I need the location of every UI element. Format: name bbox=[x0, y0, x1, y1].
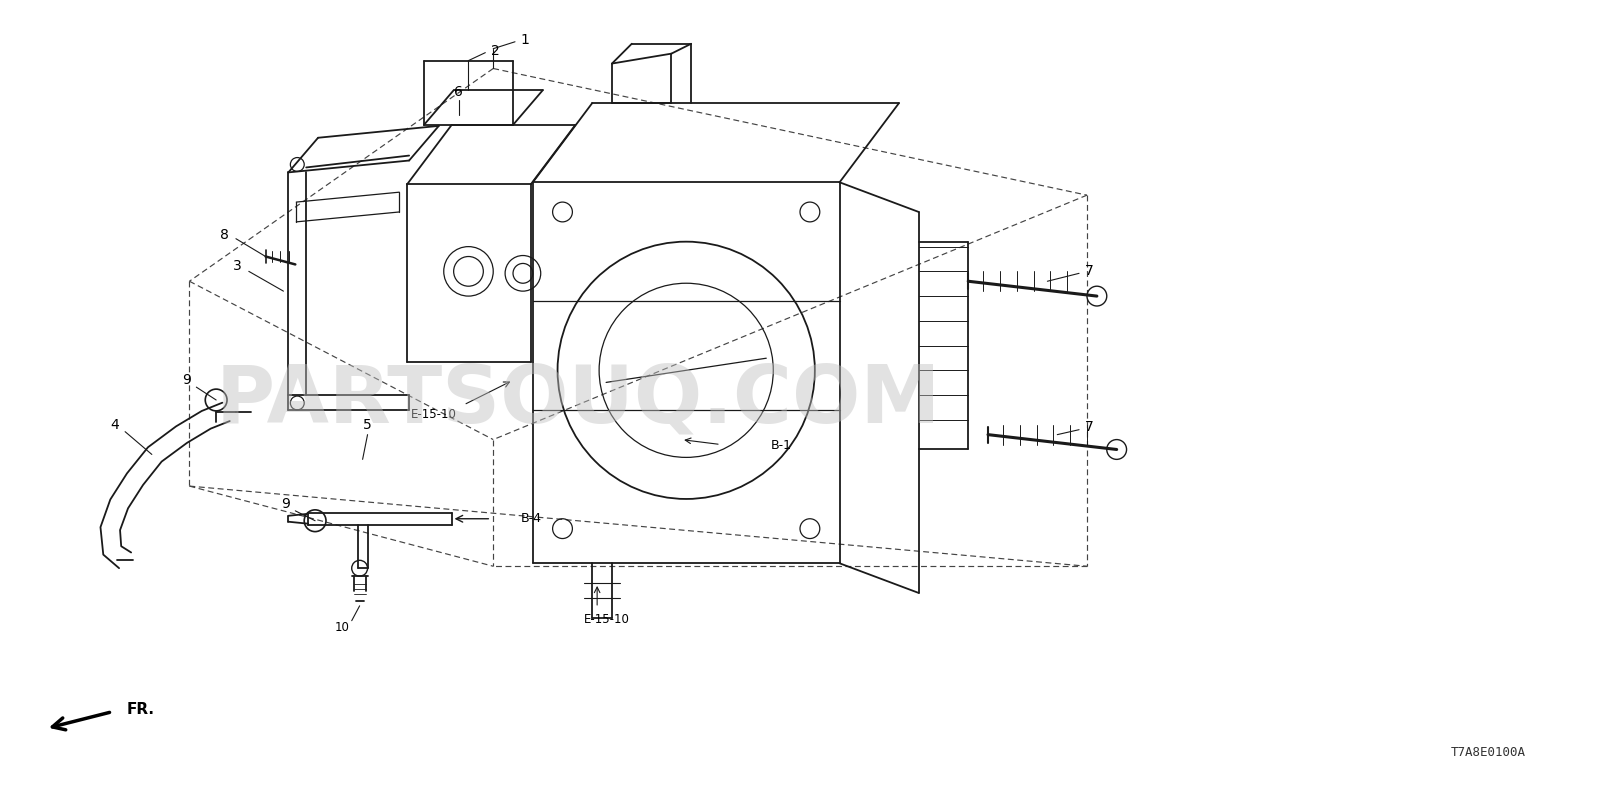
Text: 10: 10 bbox=[334, 621, 349, 634]
Text: E-15-10: E-15-10 bbox=[411, 408, 456, 422]
Text: 3: 3 bbox=[232, 259, 242, 274]
Text: 8: 8 bbox=[219, 228, 229, 242]
Text: 7: 7 bbox=[1085, 420, 1093, 434]
Text: B-4: B-4 bbox=[522, 512, 542, 526]
Text: 1: 1 bbox=[520, 33, 530, 46]
Text: B-1: B-1 bbox=[770, 439, 792, 452]
Text: PARTSOUQ.COM: PARTSOUQ.COM bbox=[216, 361, 941, 439]
Text: 4: 4 bbox=[110, 418, 118, 432]
Text: 2: 2 bbox=[491, 44, 499, 58]
Text: 5: 5 bbox=[363, 418, 371, 432]
Text: 9: 9 bbox=[282, 497, 290, 511]
Text: E-15-10: E-15-10 bbox=[584, 613, 630, 626]
Text: 6: 6 bbox=[454, 86, 462, 99]
Text: 9: 9 bbox=[182, 374, 190, 387]
Text: T7A8E0100A: T7A8E0100A bbox=[1451, 746, 1526, 758]
Text: FR.: FR. bbox=[126, 702, 155, 718]
Text: 7: 7 bbox=[1085, 264, 1093, 278]
